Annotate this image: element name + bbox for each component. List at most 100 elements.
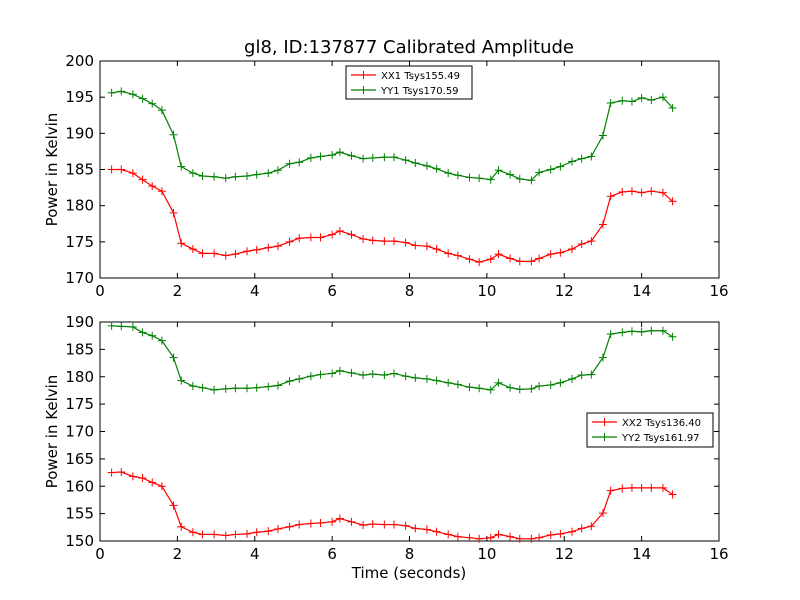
data-point (587, 152, 596, 161)
data-point (535, 533, 544, 542)
legend: XX2 Tsys136.40 YY2 Tsys161.97 (586, 412, 714, 448)
data-point (556, 529, 565, 538)
legend-label: YY2 Tsys161.97 (621, 433, 700, 444)
data-point (647, 483, 656, 492)
data-point (273, 166, 282, 175)
x-tick-label: 4 (250, 545, 260, 563)
legend: XX1 Tsys155.49 YY1 Tsys170.59 (345, 65, 473, 100)
data-point (627, 483, 636, 492)
data-point (157, 482, 166, 491)
data-point (527, 257, 536, 266)
data-point (453, 251, 462, 260)
data-point (252, 383, 261, 392)
data-point (252, 170, 261, 179)
y-tick-label: 185 (65, 340, 94, 358)
data-point (637, 327, 646, 336)
data-point (556, 162, 565, 171)
data-point (465, 255, 474, 264)
data-point (453, 532, 462, 541)
x-tick-label: 4 (250, 282, 260, 300)
data-point (368, 370, 377, 379)
data-point (486, 533, 495, 542)
data-point (515, 385, 524, 394)
data-point (169, 501, 178, 510)
data-point (618, 96, 627, 105)
data-point (273, 381, 282, 390)
y-tick-label: 170 (65, 269, 94, 287)
data-point (401, 238, 410, 247)
data-point (432, 527, 441, 536)
y-tick-label: 175 (65, 233, 94, 251)
data-point (117, 87, 126, 96)
data-point (316, 233, 325, 242)
data-point (285, 237, 294, 246)
data-point (444, 530, 453, 539)
data-point (598, 353, 607, 362)
y-tick-label: 155 (65, 505, 94, 523)
data-point (598, 220, 607, 229)
data-point (117, 322, 126, 331)
data-point (527, 534, 536, 543)
data-point (535, 254, 544, 263)
data-point (328, 517, 337, 526)
data-point (177, 522, 186, 531)
data-point (556, 378, 565, 387)
data-point (177, 239, 186, 248)
data-point (335, 148, 344, 157)
legend-label: XX2 Tsys136.40 (622, 418, 701, 429)
data-point (390, 237, 399, 246)
data-point (264, 169, 273, 178)
data-point (494, 250, 503, 259)
data-point (546, 165, 555, 174)
y-tick-label: 195 (65, 88, 94, 106)
data-point (422, 374, 431, 383)
data-point (627, 187, 636, 196)
data-point (316, 518, 325, 527)
data-point (401, 156, 410, 165)
x-tick-label: 12 (555, 282, 574, 300)
data-point (335, 226, 344, 235)
data-point (546, 380, 555, 389)
data-point (577, 371, 586, 380)
data-point (587, 237, 596, 246)
data-point (169, 130, 178, 139)
data-point (486, 255, 495, 264)
data-point (188, 169, 197, 178)
data-point (198, 249, 207, 258)
data-point (273, 242, 282, 251)
data-point (577, 240, 586, 249)
y-tick-label: 170 (65, 423, 94, 441)
data-point (231, 530, 240, 539)
data-point (359, 521, 368, 530)
data-point (107, 88, 116, 97)
data-point (668, 332, 677, 341)
data-point (128, 472, 137, 481)
data-point (380, 237, 389, 246)
data-point (422, 525, 431, 534)
data-point (316, 370, 325, 379)
data-point (128, 90, 137, 99)
x-tick-label: 2 (173, 282, 183, 300)
data-point (188, 382, 197, 391)
data-point (138, 94, 147, 103)
data-point (432, 164, 441, 173)
data-point (637, 483, 646, 492)
data-point (527, 384, 536, 393)
data-point (475, 534, 484, 543)
legend-label: XX1 Tsys155.49 (381, 71, 460, 82)
data-point (567, 157, 576, 166)
data-point (128, 322, 137, 331)
data-point (148, 182, 157, 191)
data-point (658, 483, 667, 492)
data-point (138, 328, 147, 337)
y-tick-label: 160 (65, 477, 94, 495)
data-point (210, 530, 219, 539)
data-point (128, 169, 137, 178)
data-point (444, 378, 453, 387)
data-point (494, 166, 503, 175)
data-point (221, 384, 230, 393)
data-point (285, 159, 294, 168)
y-tick-label: 190 (65, 124, 94, 142)
x-tick-label: 6 (327, 545, 337, 563)
data-point (221, 531, 230, 540)
